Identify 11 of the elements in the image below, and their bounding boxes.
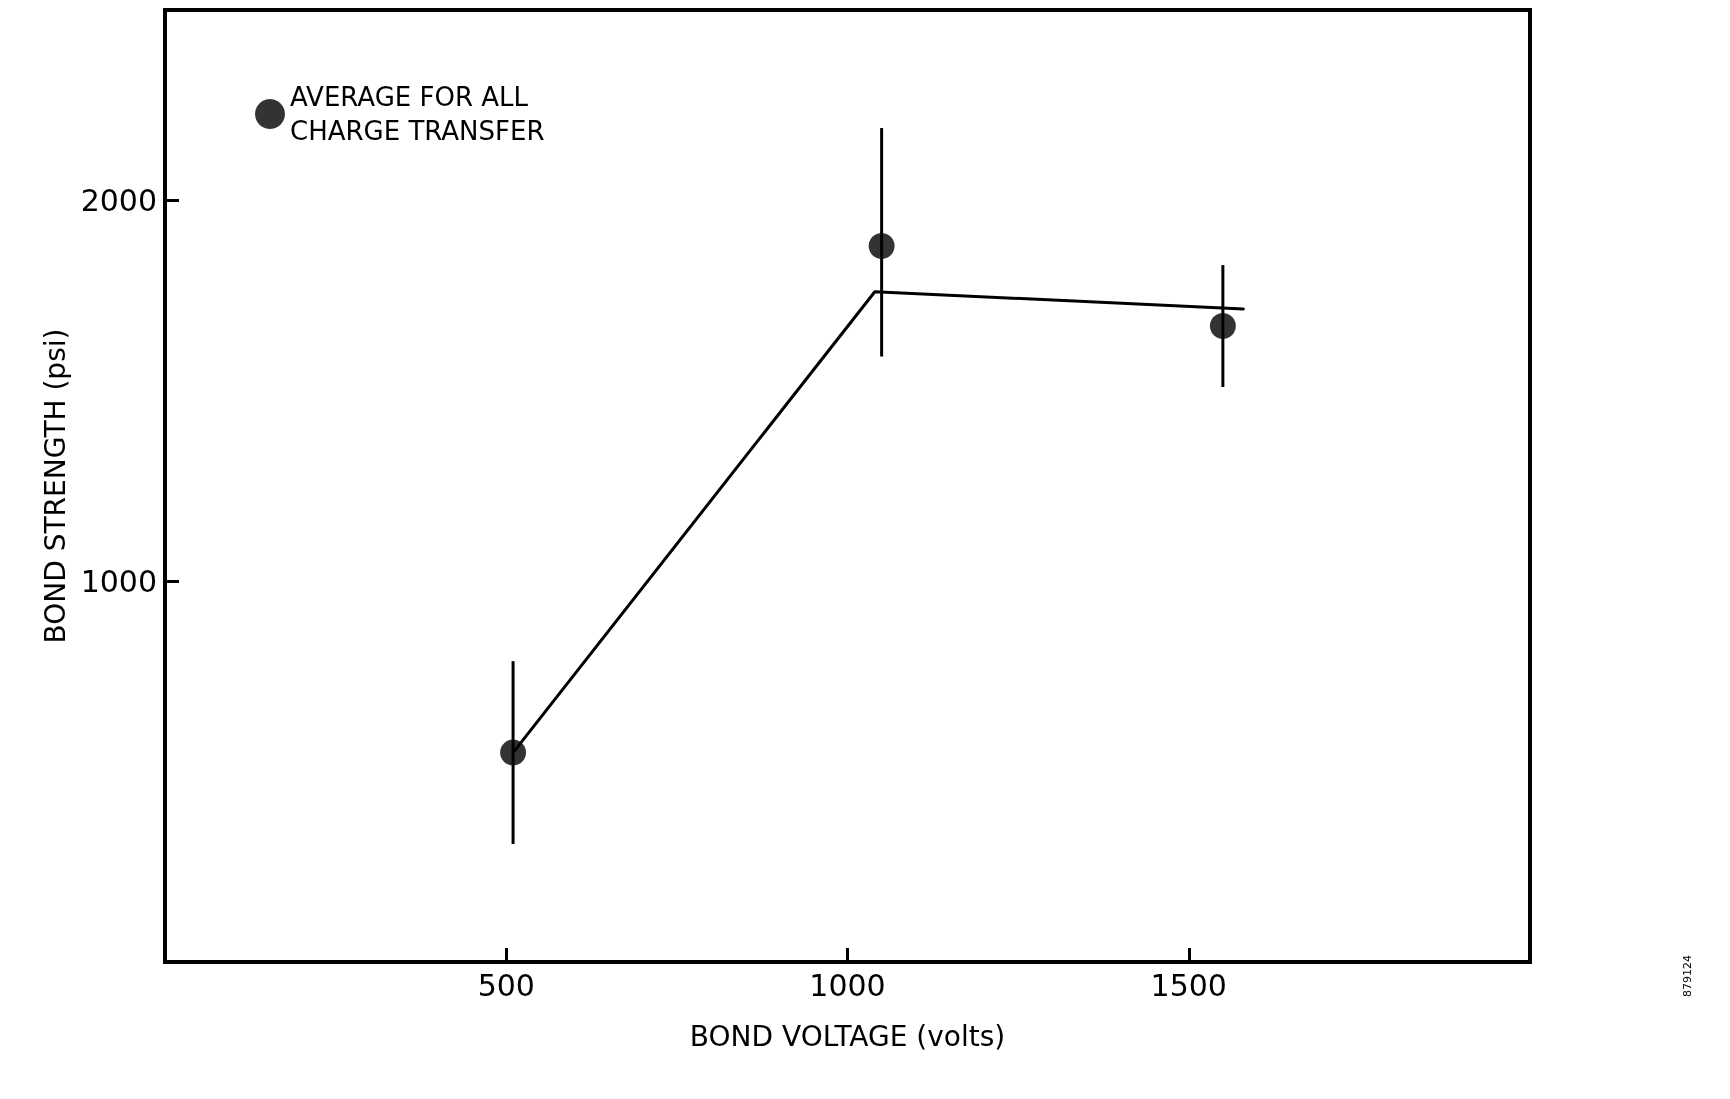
x-tick-label: 500 (477, 967, 535, 1003)
y-tick-label: 2000 (80, 182, 157, 218)
point (868, 233, 895, 260)
legend-label: AVERAGE FOR ALL CHARGE TRANSFER (290, 82, 545, 146)
text: 879124 (1681, 954, 1694, 997)
x-tick-label: 1500 (1150, 967, 1227, 1003)
x-tick-label: 1000 (809, 967, 886, 1003)
point (500, 739, 527, 766)
point (1209, 313, 1236, 340)
x-axis-title: BOND VOLTAGE (volts) (689, 1019, 1006, 1053)
y-axis-title: BOND STRENGTH (psi) (39, 328, 73, 644)
